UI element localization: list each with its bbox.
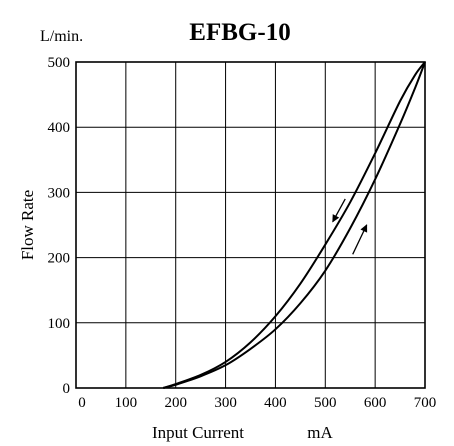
x-tick-label-300: 300 xyxy=(214,395,237,411)
x-unit-label: mA xyxy=(307,423,333,442)
x-tick-label-500: 500 xyxy=(314,395,337,411)
increasing-direction-arrow xyxy=(352,224,368,255)
x-tick-label-200: 200 xyxy=(164,395,187,411)
x-tick-label-700: 700 xyxy=(414,395,437,411)
y-unit-label: L/min. xyxy=(40,28,83,45)
series-line-increasing xyxy=(162,61,426,389)
x-tick-label-0: 0 xyxy=(78,395,86,411)
y-tick-label-100: 100 xyxy=(48,316,71,332)
x-tick-label-400: 400 xyxy=(264,395,287,411)
chart-title: EFBG-10 xyxy=(189,19,290,46)
tick-labels: 0 100 200 300 400 500 600 700 0 100 200 300 400 500 xyxy=(48,55,437,411)
y-tick-label-0: 0 xyxy=(63,381,71,397)
x-tick-label-600: 600 xyxy=(364,395,387,411)
x-axis-label: Input Current xyxy=(152,423,244,442)
curves xyxy=(162,61,426,389)
y-tick-label-500: 500 xyxy=(48,55,71,71)
y-axis-label: Flow Rate xyxy=(18,190,37,260)
series-line-decreasing xyxy=(162,61,426,389)
y-tick-label-400: 400 xyxy=(48,120,71,136)
plot-frame xyxy=(75,61,426,389)
y-tick-label-200: 200 xyxy=(48,251,71,267)
y-tick-label-300: 300 xyxy=(48,185,71,201)
direction-arrows xyxy=(332,198,368,255)
decreasing-direction-arrow xyxy=(332,198,346,223)
x-tick-label-100: 100 xyxy=(115,395,138,411)
grid xyxy=(75,61,426,389)
